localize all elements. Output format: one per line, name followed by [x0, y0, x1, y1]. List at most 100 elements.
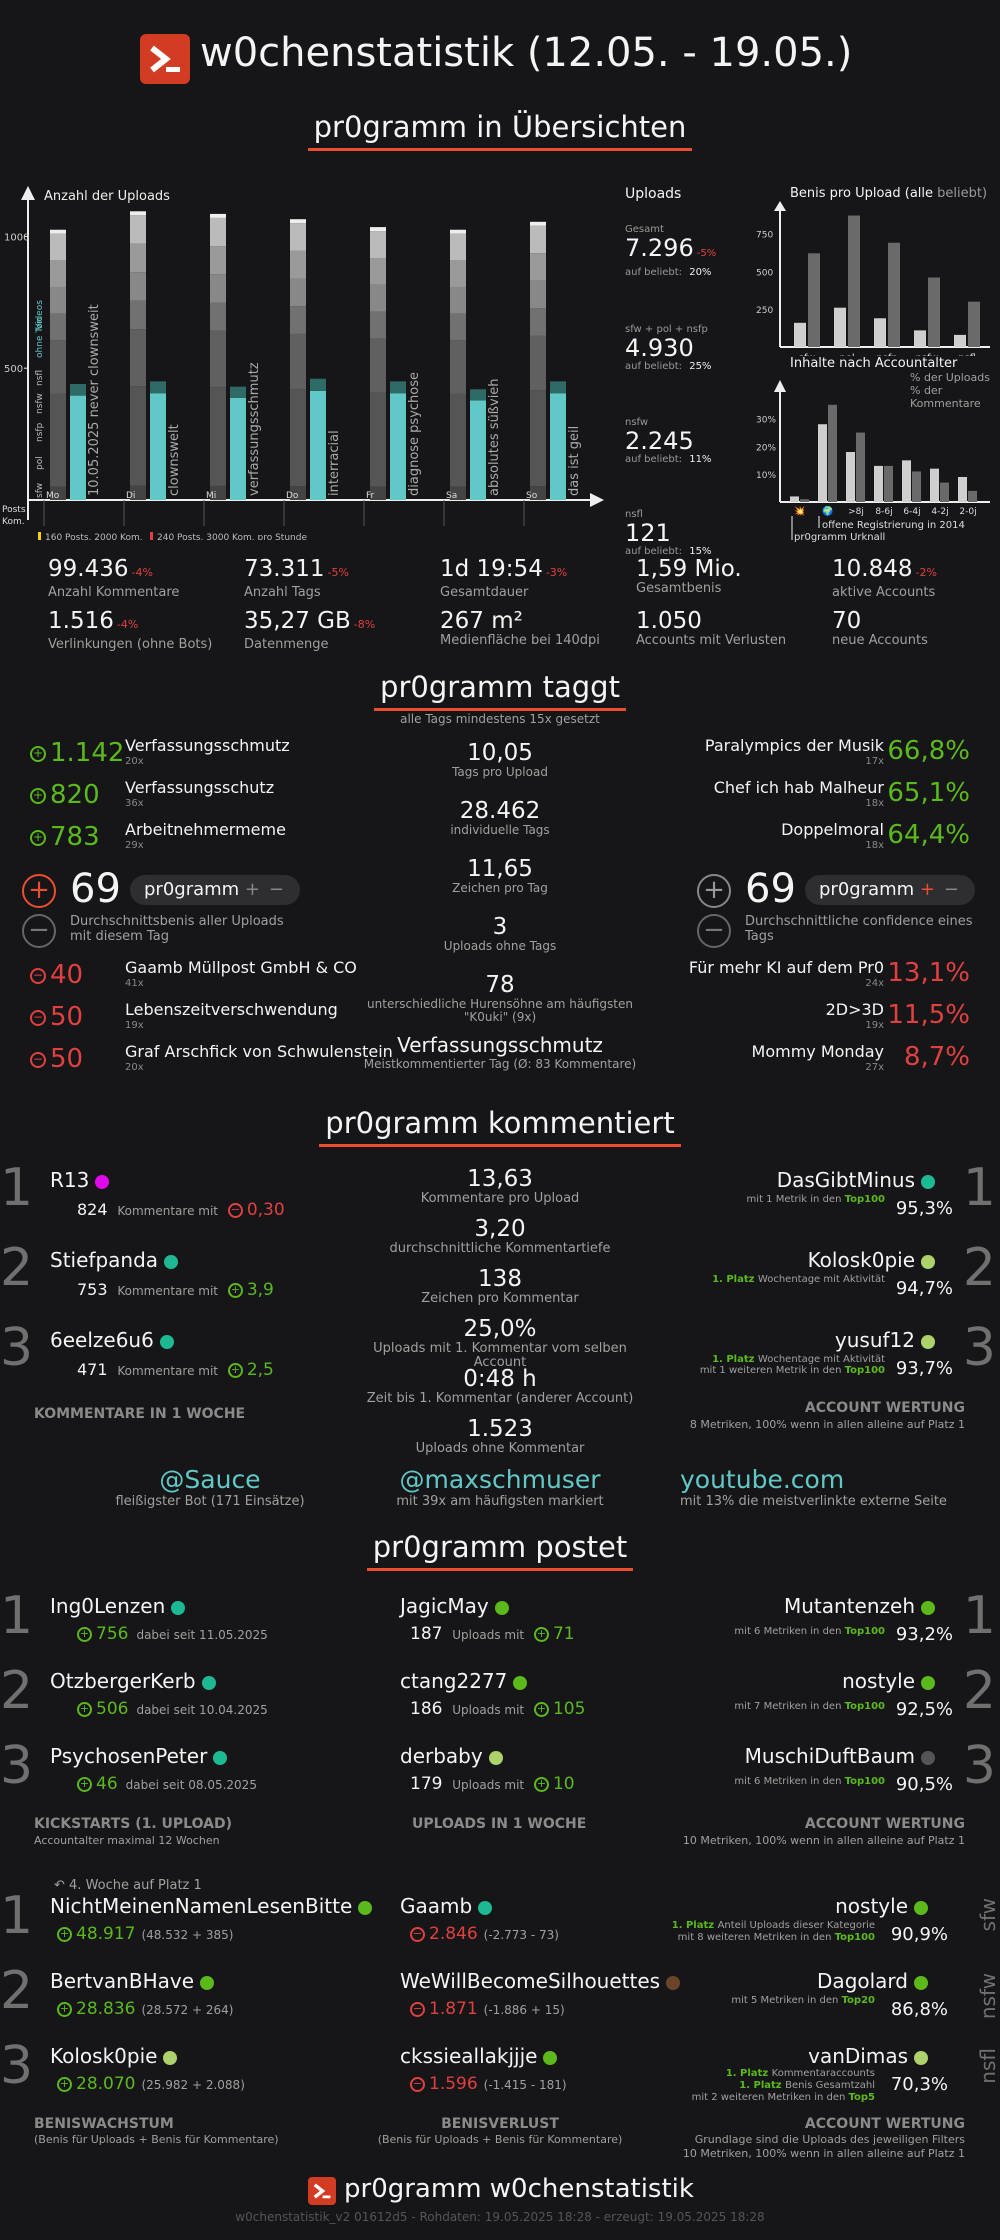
tag-count: 29x: [125, 840, 144, 851]
user-color-dot: [200, 1975, 215, 1990]
tag-center-value: 78: [485, 972, 515, 998]
stat-value: 73.311 -5%: [244, 556, 349, 582]
plus-circle-icon[interactable]: +: [697, 874, 731, 908]
comment-center-value: 13,63: [467, 1166, 533, 1192]
stat-delta: -8%: [353, 618, 376, 631]
plus-circle-icon[interactable]: +: [22, 874, 56, 908]
post-bar-segment: [50, 233, 66, 261]
post-bar-segment: [530, 253, 546, 281]
uploads-summary-sub: auf beliebt: 15%: [625, 546, 712, 557]
minus-circle-icon[interactable]: −: [697, 914, 731, 948]
kickstart-row: 3 PsychosenPeter +46 dabei seit 08.05.2025: [0, 1736, 330, 1812]
tag-count: 24x: [865, 978, 884, 989]
kickstart-since: dabei seit 11.05.2025: [136, 1628, 268, 1642]
tag-center-label: unterschiedliche Hurensöhne am häufigste…: [367, 997, 633, 1024]
user-name: BertvanBHave: [50, 1969, 215, 1993]
kickstart-benis: +506 dabei seit 10.04.2025: [77, 1699, 268, 1719]
kickstart-since: dabei seit 10.04.2025: [136, 1703, 268, 1717]
day-top-tag: 10.05.2025 never clownsweit: [87, 304, 102, 496]
uploader-stats: 179 Uploads mit +10: [410, 1774, 575, 1794]
user-color-dot: [921, 1600, 935, 1615]
stat-label: Anzahl Kommentare: [48, 585, 180, 600]
plus-circle-icon: +: [57, 2001, 72, 2017]
stat-value: 1.516 -4%: [48, 608, 139, 634]
tag-count: 19x: [865, 1020, 884, 1031]
metric-line: mit 6 Metriken in den: [734, 1626, 845, 1637]
post-bar-segment: [50, 393, 66, 487]
pr0gramm-logo-icon: [308, 2177, 336, 2205]
post-bar-segment: [210, 387, 226, 486]
loss-detail: (-1.415 - 181): [483, 2078, 567, 2092]
toggle-minus-icon[interactable]: −: [943, 879, 959, 900]
filter-toggle-right[interactable]: pr0gramm + −: [805, 875, 975, 905]
toggle-plus-icon[interactable]: +: [244, 879, 260, 900]
tag-name: Lebenszeitverschwendung: [125, 1000, 338, 1019]
tag-name: 2D>3D: [825, 1000, 884, 1019]
post-bar-segment: [210, 302, 226, 331]
uploads-chart: Anzahl der Uploads 1000 500 Mo 10.05.2025 ne…: [0, 180, 620, 543]
post-bar-segment: [290, 223, 306, 251]
post-bar-segment: [290, 486, 306, 500]
x-tick-label: 4-2j: [931, 507, 948, 517]
tag-row: 2D>3D 19x 11,5%: [650, 1000, 980, 1040]
post-bar-segment: [290, 278, 306, 307]
toggle-plus-icon[interactable]: +: [919, 879, 935, 900]
metric-line: Anteil Uploads dieser Kategorie: [717, 1920, 875, 1931]
stat-label: neue Accounts: [832, 633, 928, 648]
comment-bar: [230, 397, 246, 500]
x-tick-label: 8-6j: [875, 507, 892, 517]
post-bar-segment: [130, 329, 146, 387]
plus-circle-icon: +: [30, 745, 46, 762]
comment-center-label: durchschnittliche Kommentartiefe: [389, 1241, 611, 1256]
user-color-dot: [666, 1975, 681, 1990]
benis-bar-alle: [874, 318, 886, 347]
commenter-benis-value: 2,5: [246, 1360, 274, 1380]
growth-benis-value: 48.917: [76, 1924, 136, 1944]
comment-center-value: 0:48 h: [463, 1366, 537, 1392]
commenter-row: 3 6eelze6u6 471 Kommentare mit +2,5: [0, 1318, 320, 1394]
minus-circle-icon[interactable]: −: [22, 914, 56, 948]
comment-bar-top: [230, 386, 246, 398]
tag-center-stat: 28.462 individuelle Tags: [350, 798, 650, 837]
post-bar-top: [130, 211, 146, 216]
plus-circle-icon: +: [227, 1282, 243, 1298]
tag-center-value: Verfassungsschmutz: [397, 1033, 603, 1057]
account-score: 86,8%: [890, 1999, 948, 2020]
benis-bar-alle: [914, 330, 926, 347]
metric-line: Benis Gesamtzahl: [785, 2080, 875, 2091]
toggle-minus-icon[interactable]: −: [268, 879, 284, 900]
user-name: ckssieallakjjje: [400, 2044, 558, 2068]
comment-bar: [70, 395, 86, 500]
commenter-benis: −0,30: [227, 1200, 285, 1220]
filter-footer: ACCOUNT WERTUNG: [804, 2116, 965, 2132]
day-label: Do: [286, 491, 299, 501]
legend-marker-red: [150, 532, 153, 541]
uploads-chart-title: Anzahl der Uploads: [44, 189, 170, 204]
stat-value: 70: [832, 608, 862, 634]
uploader-row: derbaby 179 Uploads mit +10: [400, 1742, 660, 1812]
user-color-dot: [488, 1750, 503, 1765]
tag-center-stat: 10,05 Tags pro Upload: [350, 740, 650, 779]
filter-toggle-left[interactable]: pr0gramm + −: [130, 875, 300, 905]
account-metric-text: mit 6 Metriken in den Top100: [734, 1776, 885, 1787]
age-bar-uploads: [930, 468, 939, 502]
curved-arrow-icon: ↶: [54, 1878, 70, 1893]
tag-count: 18x: [865, 840, 884, 851]
post-bar-segment: [50, 286, 66, 314]
tag-center-label: Tags pro Upload: [452, 765, 548, 779]
tag-benis-number: 1.142: [50, 738, 125, 768]
stat-value: 1,59 Mio.: [636, 556, 742, 582]
uploader-benis-value: 105: [552, 1699, 586, 1719]
day-label: Di: [126, 491, 135, 501]
post-bar-top: [290, 219, 306, 224]
tag-benis-value: −50: [30, 1002, 120, 1032]
user-color-dot: [95, 1174, 110, 1189]
post-bar-segment: [50, 260, 66, 287]
age-bar-uploads: [790, 496, 799, 502]
post-bar-segment: [290, 389, 306, 487]
comment-center-value: 138: [478, 1266, 522, 1292]
tag-conf-value: 11,5%: [887, 1000, 970, 1030]
minus-circle-icon: −: [30, 967, 46, 984]
y-axis-arrow-icon: [774, 201, 786, 211]
stat-item: 1.050 Accounts mit Verlusten: [636, 608, 826, 648]
